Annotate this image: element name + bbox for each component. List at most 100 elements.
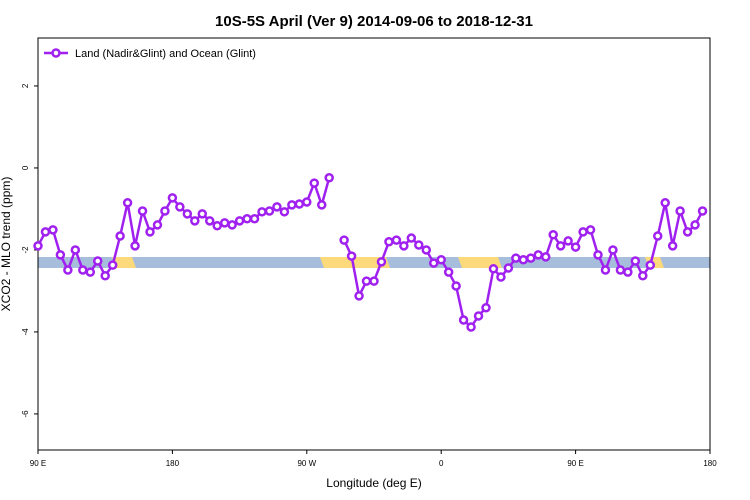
data-point <box>152 220 163 230</box>
data-point <box>309 178 320 188</box>
data-point <box>92 256 103 266</box>
data-point <box>406 233 417 243</box>
data-point <box>302 197 312 207</box>
data-point <box>316 200 327 210</box>
data-point <box>578 227 588 237</box>
data-point <box>85 267 96 277</box>
data-point <box>563 236 573 246</box>
data-point <box>175 202 185 212</box>
data-point <box>511 253 521 263</box>
data-point <box>682 227 693 237</box>
data-point <box>555 241 566 251</box>
data-point <box>339 235 349 245</box>
data-point <box>130 241 140 251</box>
data-point <box>33 241 43 251</box>
data-point <box>137 206 148 216</box>
data-point <box>63 265 73 275</box>
data-point <box>593 250 603 260</box>
legend-marker <box>51 48 61 58</box>
data-point <box>466 322 476 332</box>
data-point <box>443 267 454 277</box>
data-point <box>615 265 626 275</box>
data-point <box>548 230 558 240</box>
data-point <box>264 206 275 216</box>
data-point <box>242 214 252 224</box>
data-point <box>294 199 305 209</box>
data-point <box>570 242 581 252</box>
data-point <box>354 291 364 301</box>
data-point <box>540 252 551 262</box>
x-tick-label: 180 <box>166 459 180 468</box>
data-point <box>630 256 641 266</box>
data-point <box>623 267 633 277</box>
data-point <box>645 260 656 270</box>
data-point <box>48 225 58 235</box>
y-tick-label: 2 <box>21 83 30 88</box>
data-point <box>585 225 596 235</box>
data-point <box>458 315 469 325</box>
y-tick-label: -4 <box>21 328 30 336</box>
data-point <box>249 214 260 224</box>
data-point <box>391 235 402 245</box>
data-point <box>107 260 118 270</box>
x-tick-label: 180 <box>703 459 717 468</box>
data-point <box>234 216 245 226</box>
data-point <box>78 265 88 275</box>
data-point <box>145 227 155 237</box>
data-point <box>675 206 685 216</box>
y-tick-label: -2 <box>21 246 30 254</box>
data-point <box>414 240 424 250</box>
data-point <box>652 231 663 241</box>
data-point <box>638 271 648 281</box>
data-point <box>272 202 282 212</box>
data-point <box>690 220 700 230</box>
data-point <box>361 276 372 286</box>
data-point <box>190 216 200 226</box>
data-point <box>182 209 193 219</box>
data-point <box>40 227 51 237</box>
data-point <box>600 265 611 275</box>
data-point <box>697 206 708 216</box>
x-tick-label: 90 E <box>567 459 583 468</box>
data-point <box>399 241 409 251</box>
data-point <box>160 206 170 216</box>
legend-label: Land (Nadir&Glint) and Ocean (Glint) <box>75 48 256 60</box>
data-point <box>376 257 387 267</box>
data-point <box>212 221 222 231</box>
data-point <box>115 231 125 241</box>
data-point <box>279 207 290 217</box>
data-point <box>503 263 514 273</box>
data-point <box>100 271 110 281</box>
data-point <box>518 255 529 265</box>
data-point <box>667 241 678 251</box>
data-point <box>526 253 536 263</box>
data-point <box>204 216 215 226</box>
data-point <box>122 198 133 208</box>
data-point <box>473 311 484 321</box>
y-tick-label: 0 <box>21 165 30 170</box>
x-tick-label: 0 <box>439 459 444 468</box>
data-point <box>533 250 544 260</box>
data-point <box>197 209 208 219</box>
data-point <box>287 200 297 210</box>
y-axis-label: XCO2 - MLO trend (ppm) <box>0 177 13 312</box>
data-point <box>55 250 66 260</box>
data-point <box>488 264 499 274</box>
x-axis-label: Longitude (deg E) <box>326 476 421 490</box>
data-point <box>324 173 334 183</box>
data-point <box>257 207 267 217</box>
data-point <box>421 245 432 255</box>
data-point <box>608 245 618 255</box>
y-tick-label: -6 <box>21 410 30 418</box>
data-point <box>346 251 357 261</box>
x-tick-label: 90 W <box>297 459 316 468</box>
data-point <box>384 236 394 247</box>
data-point <box>660 198 670 208</box>
data-point <box>369 276 379 286</box>
data-point <box>227 220 237 230</box>
data-point <box>428 258 439 268</box>
data-point <box>436 255 446 265</box>
data-point <box>496 272 506 282</box>
series-line <box>36 177 704 329</box>
